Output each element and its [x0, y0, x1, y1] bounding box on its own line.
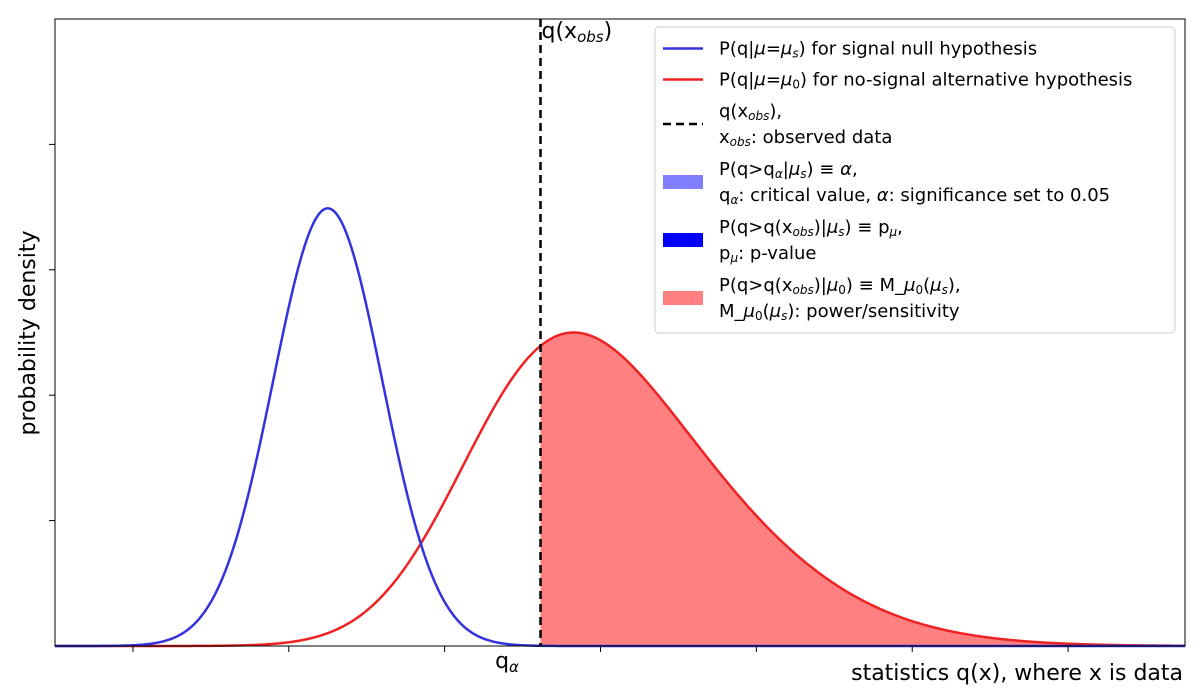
legend-handle	[663, 233, 703, 247]
x-axis-label: statistics q(x), where x is data	[851, 661, 1183, 686]
shaded-regions	[507, 332, 1185, 646]
legend-entry-text: P(q|μ=μ0) for no-signal alternative hypo…	[719, 70, 1132, 92]
critical-value-label: qα	[495, 649, 519, 676]
legend-entry-text: P(q|μ=μs) for signal null hypothesis	[719, 39, 1037, 61]
legend-handle	[663, 175, 703, 189]
axis-ticks	[49, 143, 1069, 652]
annotations: qα q(xobs)	[495, 19, 612, 676]
legend-entry-text: P(q>q(xobs)|μ0) ≡ M_μ0(μs),	[719, 275, 961, 297]
plot-frame	[54, 18, 1186, 647]
legend-entry-text: pμ: p-value	[719, 243, 816, 265]
legend-handle	[663, 291, 703, 305]
legend-entry-text: P(q>q(xobs)|μs) ≡ pμ,	[719, 217, 903, 239]
alternative-hypothesis-curve	[55, 331, 1185, 648]
legend-entry-text: M_μ0(μs): power/sensitivity	[719, 301, 960, 323]
legend-box	[654, 26, 1176, 334]
y-axis-label: probability density	[16, 230, 41, 435]
power-region	[540, 332, 1185, 646]
observed-value-label: q(xobs)	[542, 19, 613, 46]
legend: P(q|μ=μs) for signal null hypothesis P(q|…	[654, 26, 1176, 334]
legend-entry-text: q(xobs),	[719, 101, 782, 123]
legend-entry-text: P(q>qα|μs) ≡ α,	[719, 159, 858, 181]
legend-entry-text: xobs: observed data	[719, 127, 892, 149]
legend-entry-text: qα: critical value, α: significance set …	[719, 185, 1110, 207]
